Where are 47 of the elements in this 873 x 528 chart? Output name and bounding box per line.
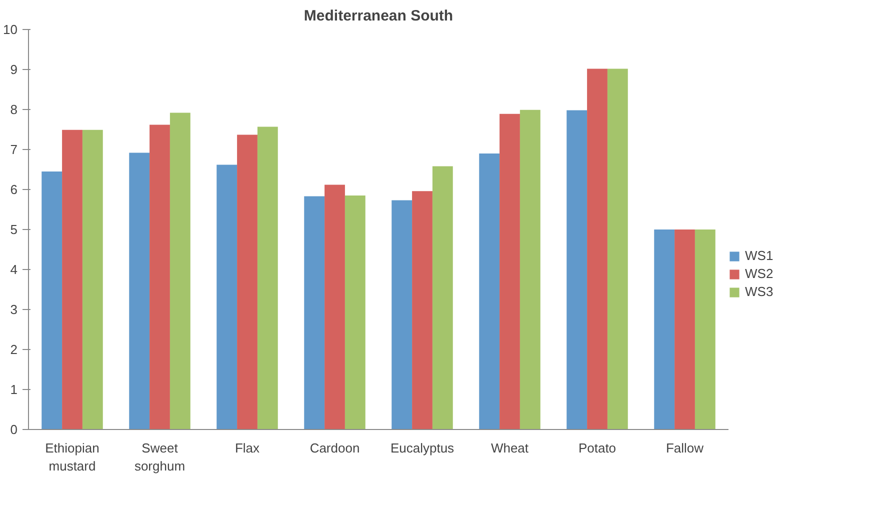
x-tick-label: Potato: [578, 440, 616, 456]
y-tick-label: 3: [10, 302, 18, 317]
bar: [432, 166, 453, 430]
y-tick-label: 1: [10, 382, 18, 397]
y-tick-label: 9: [10, 62, 18, 77]
bar: [216, 164, 238, 430]
chart-title: Mediterranean South: [304, 8, 454, 24]
legend-label: WS3: [745, 284, 774, 299]
x-tick-label: Eucalyptus: [390, 440, 455, 456]
bar: [42, 172, 62, 430]
y-tick-label: 2: [10, 342, 18, 357]
bar: [150, 124, 170, 430]
bar: [412, 191, 432, 430]
bar: [304, 196, 325, 430]
bar: [237, 134, 258, 430]
y-tick-label: 10: [3, 22, 18, 37]
bar: [607, 68, 628, 430]
bar: [520, 110, 540, 430]
bar: [392, 200, 412, 430]
bar: [257, 126, 278, 430]
bar: [566, 110, 588, 430]
bar: [344, 196, 366, 430]
x-tick-label: Cardoon: [310, 440, 360, 456]
y-tick-label: 6: [10, 182, 18, 197]
x-tick-label: Ethiopian mustard: [45, 440, 100, 474]
legend-label: WS1: [745, 248, 774, 263]
x-tick-label: Flax: [234, 440, 260, 456]
x-tick-label: Sweet sorghum: [134, 440, 186, 474]
bar: [654, 230, 675, 430]
bar: [694, 230, 716, 430]
bar: [129, 152, 150, 430]
y-tick-label: 5: [10, 222, 18, 237]
legend-label: WS2: [745, 266, 774, 281]
x-tick-label: Wheat: [490, 440, 529, 456]
y-tick-label: 8: [10, 102, 18, 117]
bar: [587, 68, 608, 430]
y-tick-label: 4: [10, 262, 18, 277]
bar: [479, 154, 500, 430]
bar: [82, 130, 103, 430]
bar: [500, 114, 520, 430]
bar: [170, 112, 190, 430]
y-tick-label: 7: [10, 142, 18, 157]
bar: [62, 130, 82, 430]
bar: [674, 230, 695, 430]
x-tick-label: Fallow: [666, 440, 704, 456]
y-tick-label: 0: [10, 422, 18, 437]
bar: [324, 184, 345, 430]
